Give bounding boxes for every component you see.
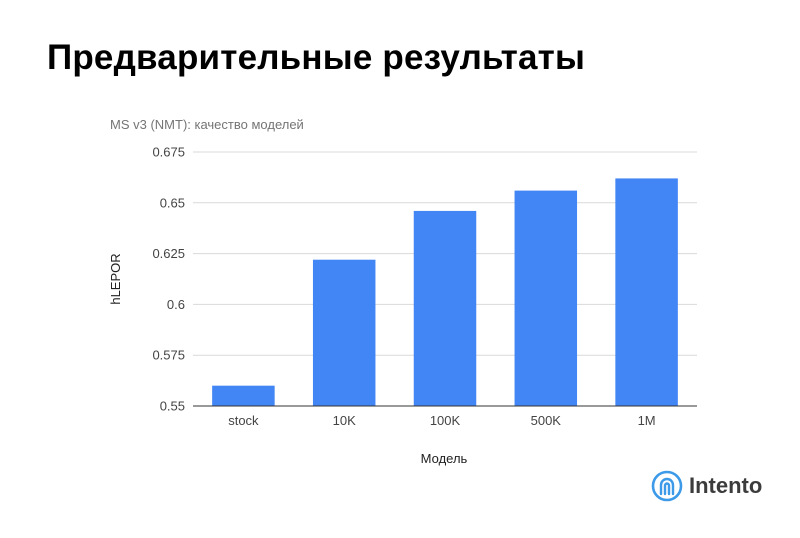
y-tick-label: 0.6 (167, 297, 185, 312)
bar-1m (615, 178, 678, 406)
x-tick-label: stock (228, 413, 259, 428)
x-tick-label: 1M (638, 413, 656, 428)
x-axis-label: Модель (421, 451, 468, 466)
x-tick-label: 10K (333, 413, 356, 428)
y-tick-label: 0.65 (160, 195, 185, 210)
y-tick-labels: 0.55 0.575 0.6 0.625 0.65 0.675 (152, 145, 185, 414)
chart-title: MS v3 (NMT): качество моделей (110, 117, 304, 132)
bar-10k (312, 259, 376, 406)
intento-logo: Intento (651, 470, 762, 502)
bars (193, 178, 697, 407)
bar-100k (413, 210, 477, 406)
y-tick-label: 0.55 (160, 399, 185, 414)
intento-logo-icon (651, 470, 683, 502)
bar-stock (212, 385, 275, 406)
x-tick-label: 100K (430, 413, 461, 428)
slide-title: Предварительные результаты (47, 38, 586, 77)
y-tick-label: 0.625 (152, 246, 185, 261)
x-tick-labels: stock 10K 100K 500K 1M (228, 413, 655, 428)
y-tick-label: 0.675 (152, 145, 185, 160)
bar-500k (514, 190, 578, 406)
logo-text: Intento (689, 473, 763, 498)
y-tick-label: 0.575 (152, 348, 185, 363)
x-tick-label: 500K (531, 413, 562, 428)
y-axis-label: hLEPOR (108, 253, 123, 304)
